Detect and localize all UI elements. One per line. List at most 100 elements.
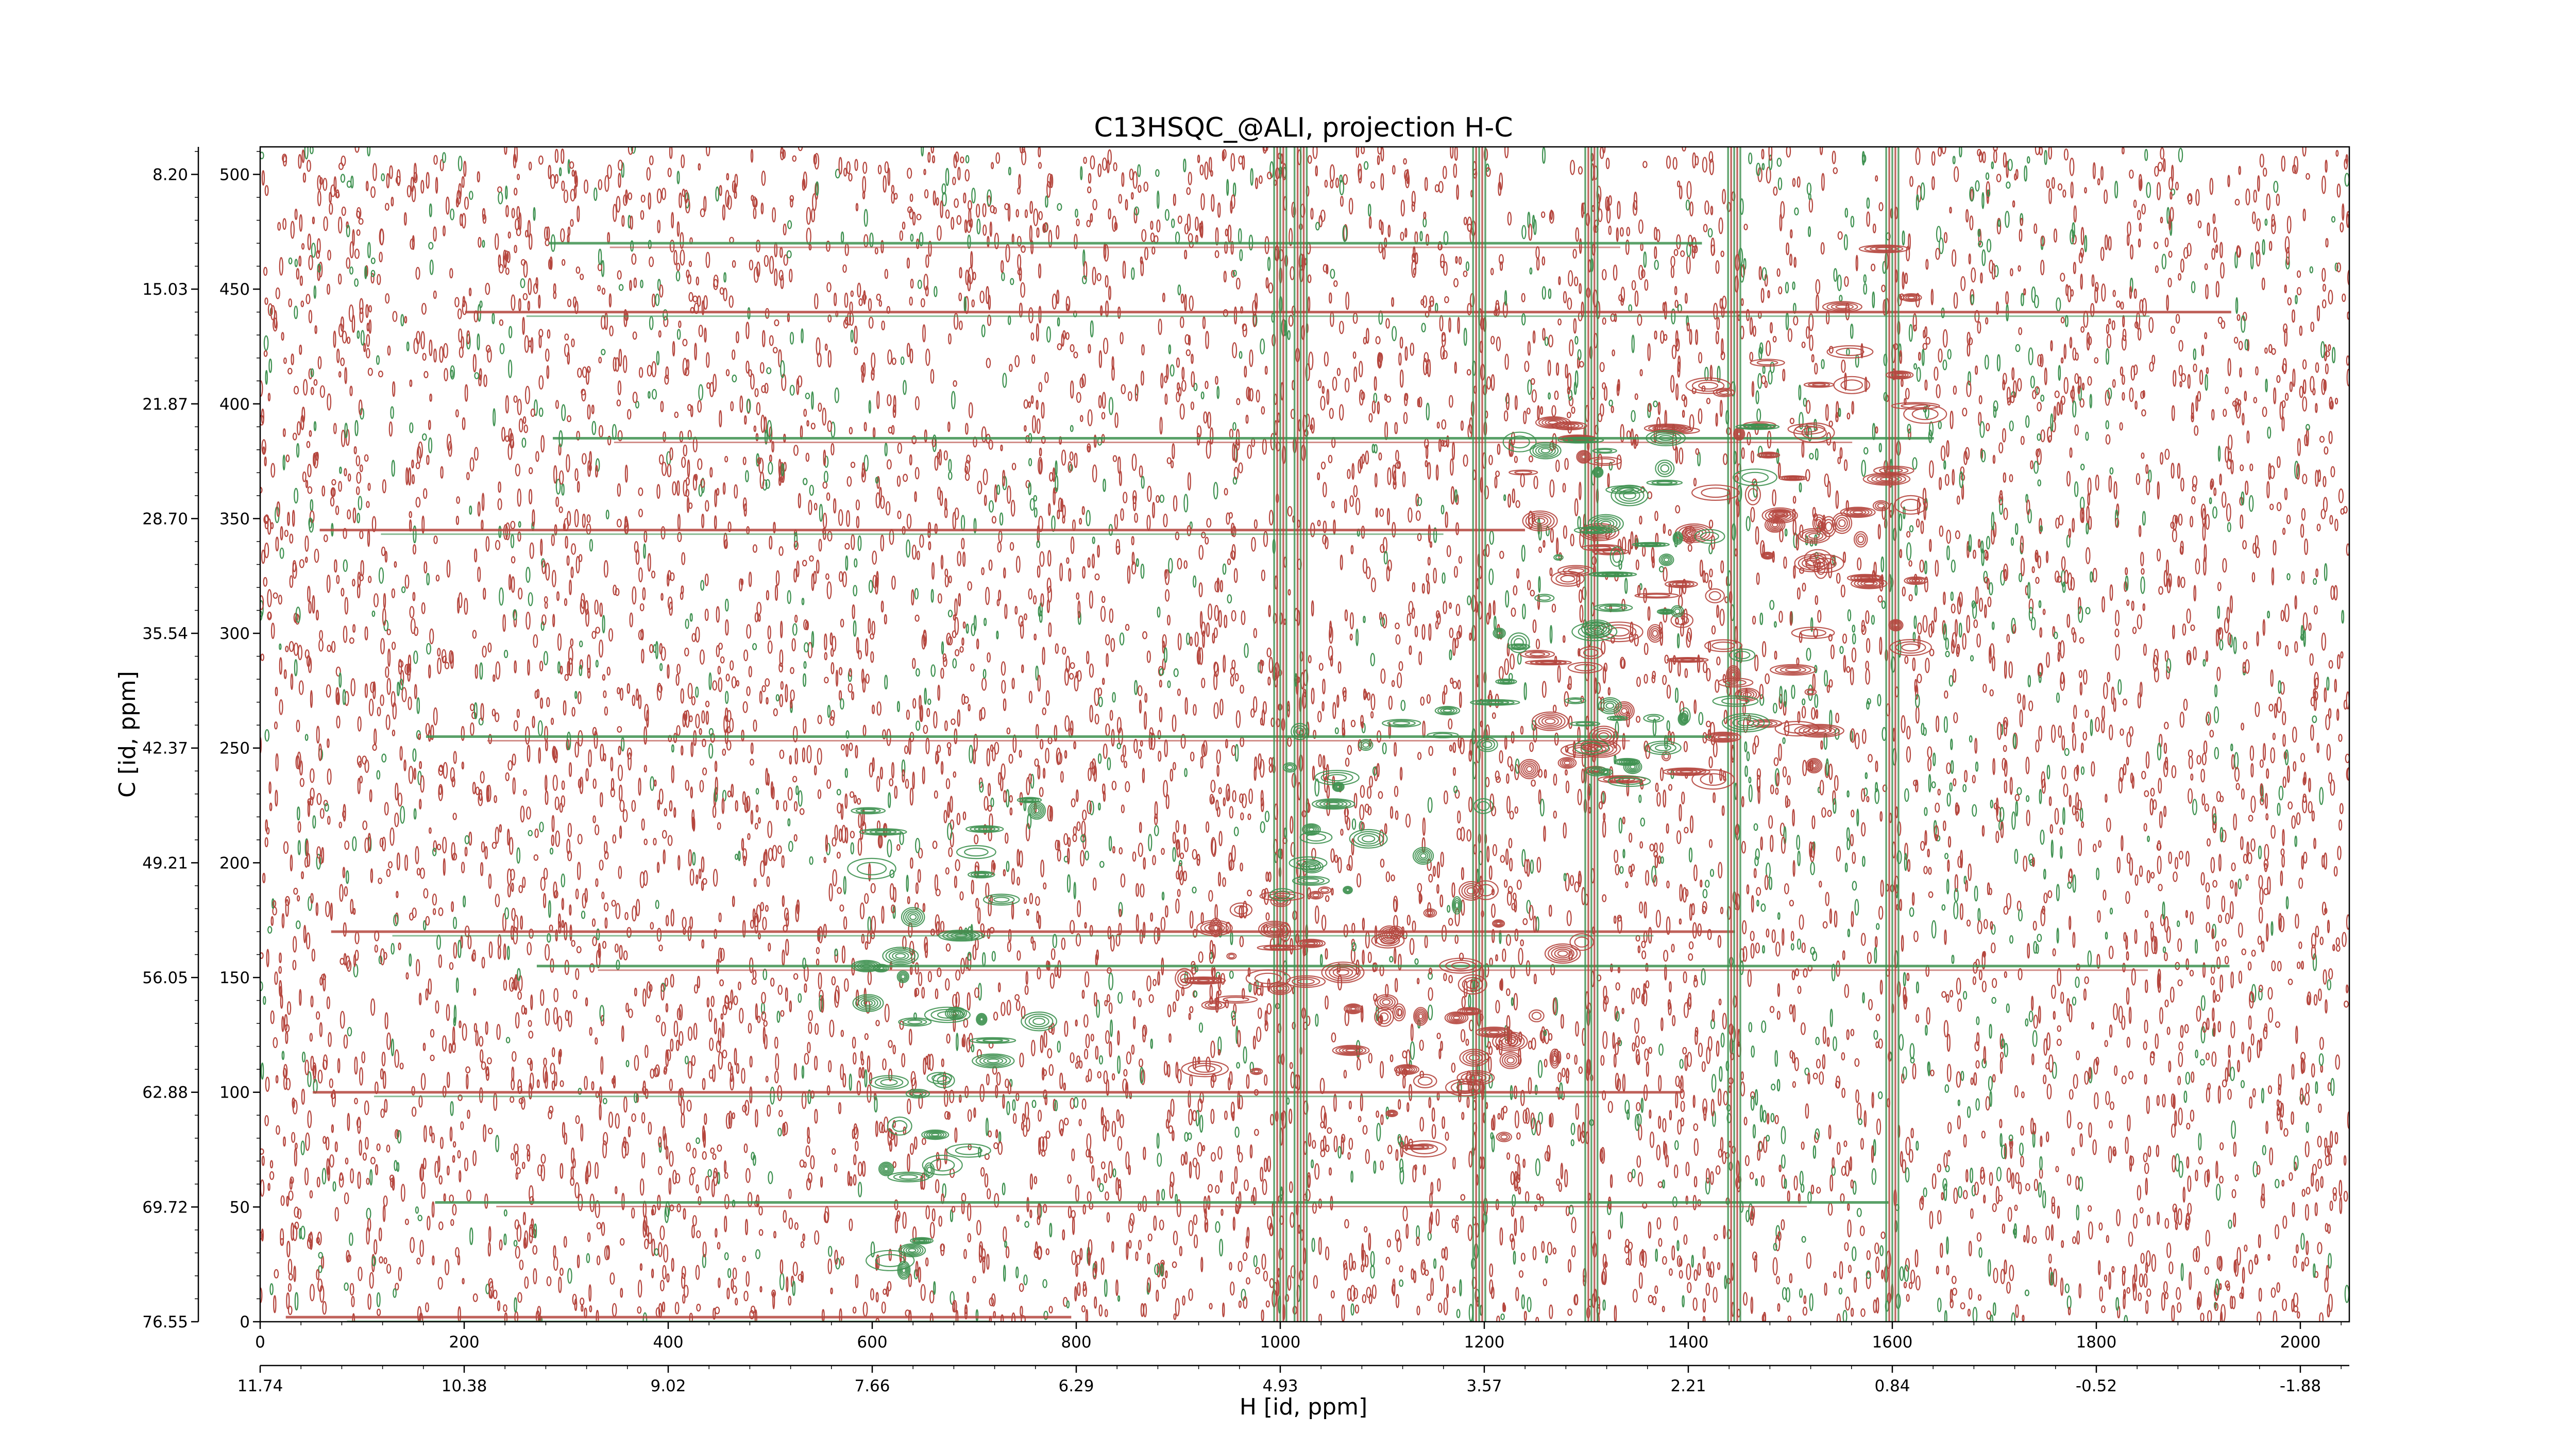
noise-speck bbox=[1787, 328, 1792, 342]
noise-speck bbox=[1822, 1026, 1826, 1044]
noise-speck bbox=[1802, 698, 1806, 705]
noise-speck bbox=[1359, 804, 1365, 820]
noise-speck bbox=[1906, 726, 1911, 739]
noise-speck bbox=[584, 1075, 588, 1090]
noise-speck bbox=[2319, 435, 2325, 443]
noise-speck bbox=[2093, 1058, 2098, 1075]
noise-speck bbox=[638, 509, 643, 517]
noise-speck bbox=[2225, 386, 2229, 394]
noise-speck bbox=[1833, 1036, 1837, 1051]
noise-speck bbox=[1429, 967, 1433, 975]
noise-speck bbox=[2245, 188, 2250, 206]
noise-speck bbox=[1437, 241, 1442, 251]
noise-speck bbox=[992, 747, 996, 762]
noise-speck bbox=[1878, 202, 1884, 211]
noise-speck bbox=[1752, 615, 1756, 625]
noise-speck bbox=[777, 845, 782, 854]
noise-speck bbox=[2219, 1283, 2222, 1290]
noise-speck bbox=[306, 294, 311, 305]
noise-speck bbox=[1936, 226, 1942, 243]
noise-speck bbox=[1024, 613, 1027, 620]
noise-speck bbox=[2222, 1079, 2227, 1088]
noise-speck bbox=[767, 820, 773, 838]
noise-speck bbox=[2164, 952, 2168, 962]
noise-speck bbox=[1957, 1099, 1960, 1106]
noise-speck bbox=[1175, 531, 1180, 541]
noise-speck bbox=[1570, 533, 1574, 547]
noise-speck bbox=[957, 166, 961, 180]
noise-speck bbox=[2263, 743, 2266, 761]
noise-speck bbox=[1677, 1119, 1682, 1135]
noise-speck bbox=[2238, 341, 2243, 350]
noise-speck bbox=[2019, 229, 2023, 242]
noise-speck bbox=[642, 1312, 648, 1322]
noise-speck bbox=[1380, 544, 1385, 553]
noise-speck bbox=[1701, 968, 1706, 986]
noise-speck bbox=[704, 574, 709, 586]
noise-speck bbox=[783, 1121, 788, 1135]
noise-speck bbox=[1982, 684, 1987, 693]
noise-speck bbox=[416, 331, 420, 345]
noise-speck bbox=[2040, 353, 2044, 367]
noise-speck bbox=[1083, 261, 1088, 280]
noise-speck bbox=[2296, 962, 2301, 969]
noise-speck bbox=[2171, 1123, 2176, 1138]
noise-speck bbox=[2106, 817, 2111, 832]
noise-speck bbox=[2262, 407, 2267, 417]
noise-speck bbox=[1085, 1033, 1090, 1049]
noise-speck bbox=[2080, 227, 2084, 246]
noise-speck bbox=[637, 1306, 642, 1314]
noise-speck bbox=[1554, 390, 1559, 400]
noise-speck bbox=[1601, 790, 1606, 804]
noise-speck bbox=[1198, 1022, 1204, 1033]
noise-speck bbox=[1446, 1283, 1449, 1299]
noise-speck bbox=[1164, 393, 1168, 405]
noise-speck bbox=[467, 1109, 470, 1119]
noise-speck bbox=[1024, 209, 1028, 218]
noise-speck bbox=[1692, 1094, 1696, 1108]
noise-speck bbox=[1450, 486, 1455, 505]
noise-speck bbox=[2113, 481, 2117, 499]
noise-speck bbox=[1792, 1004, 1796, 1023]
noise-speck bbox=[1718, 217, 1723, 234]
noise-speck bbox=[2096, 867, 2100, 881]
noise-speck bbox=[2233, 1141, 2236, 1157]
noise-speck bbox=[616, 518, 622, 528]
noise-speck bbox=[1098, 1055, 1104, 1065]
noise-speck bbox=[2291, 1111, 2294, 1125]
noise-speck bbox=[1543, 825, 1546, 842]
noise-speck bbox=[497, 498, 502, 510]
noise-speck bbox=[545, 790, 549, 805]
noise-speck bbox=[1547, 1241, 1552, 1256]
noise-speck bbox=[1398, 352, 1402, 366]
noise-speck bbox=[1443, 790, 1448, 804]
noise-speck bbox=[1148, 834, 1153, 852]
noise-speck bbox=[2112, 379, 2116, 388]
noise-speck bbox=[1252, 1187, 1257, 1205]
noise-speck bbox=[1668, 784, 1673, 791]
noise-speck bbox=[283, 669, 287, 679]
noise-speck bbox=[2178, 273, 2182, 281]
noise-speck bbox=[747, 833, 751, 840]
noise-speck bbox=[651, 293, 656, 308]
noise-speck bbox=[2060, 273, 2065, 282]
noise-speck bbox=[1171, 218, 1175, 228]
noise-speck bbox=[750, 373, 755, 390]
noise-speck bbox=[283, 1136, 286, 1147]
noise-speck bbox=[850, 290, 854, 297]
noise-speck bbox=[1125, 624, 1130, 631]
noise-speck bbox=[1023, 1125, 1028, 1137]
noise-speck bbox=[1926, 1007, 1930, 1025]
noise-speck bbox=[912, 658, 916, 669]
noise-speck bbox=[1117, 1136, 1123, 1151]
noise-speck bbox=[2187, 1203, 2192, 1215]
noise-speck bbox=[2056, 928, 2059, 944]
noise-speck bbox=[356, 471, 362, 484]
noise-speck bbox=[1549, 904, 1552, 917]
noise-speck bbox=[2206, 1017, 2210, 1031]
noise-speck bbox=[835, 985, 840, 1004]
noise-speck bbox=[2129, 857, 2133, 876]
noise-speck bbox=[1801, 942, 1806, 953]
noise-speck bbox=[1754, 856, 1759, 866]
noise-speck bbox=[2267, 987, 2273, 1000]
